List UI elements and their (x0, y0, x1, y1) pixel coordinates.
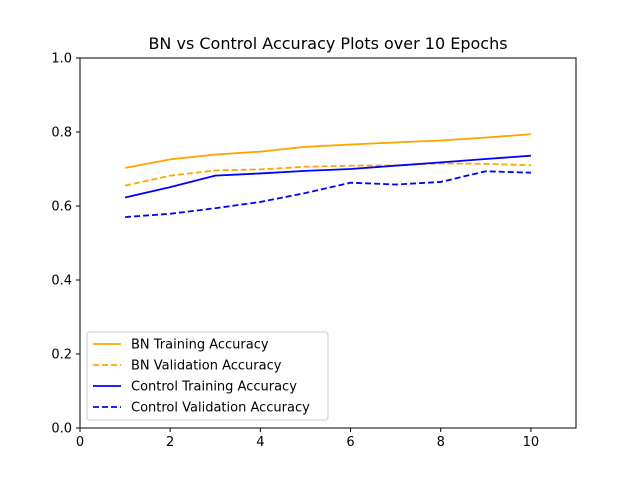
legend: BN Training Accuracy BN Validation Accura… (86, 331, 329, 421)
axes-frame (79, 57, 577, 429)
y-tick-label: 1.0 (51, 52, 72, 67)
x-axis: 0 2 4 6 8 10 (76, 428, 539, 450)
legend-label-4: Control Validation Accuracy (131, 401, 310, 416)
series-line-1 (124, 133, 531, 169)
legend-box (86, 331, 329, 421)
y-tick-label: 0.6 (51, 200, 72, 215)
chart-title: BN vs Control Accuracy Plots over 10 Epo… (148, 34, 507, 53)
series-line-2 (124, 162, 531, 187)
y-tick-label: 0.2 (51, 348, 72, 363)
y-axis: 0.0 0.2 0.4 0.6 0.8 1.0 (51, 52, 80, 437)
x-tick-label: 8 (437, 435, 445, 450)
plot-lines (124, 133, 531, 218)
x-tick-label: 10 (523, 435, 540, 450)
y-tick-label: 0.8 (51, 126, 72, 141)
legend-label-3: Control Training Accuracy (131, 380, 297, 395)
x-tick-label: 2 (166, 435, 174, 450)
legend-label-2: BN Validation Accuracy (131, 359, 282, 374)
y-tick-label: 0.0 (51, 422, 72, 437)
series-line-4 (125, 170, 531, 218)
series-line-3 (124, 154, 531, 199)
x-tick-label: 4 (256, 435, 264, 450)
legend-label-1: BN Training Accuracy (131, 338, 269, 353)
x-tick-label: 6 (346, 435, 354, 450)
x-tick-label: 0 (76, 435, 84, 450)
y-tick-label: 0.4 (51, 274, 72, 289)
